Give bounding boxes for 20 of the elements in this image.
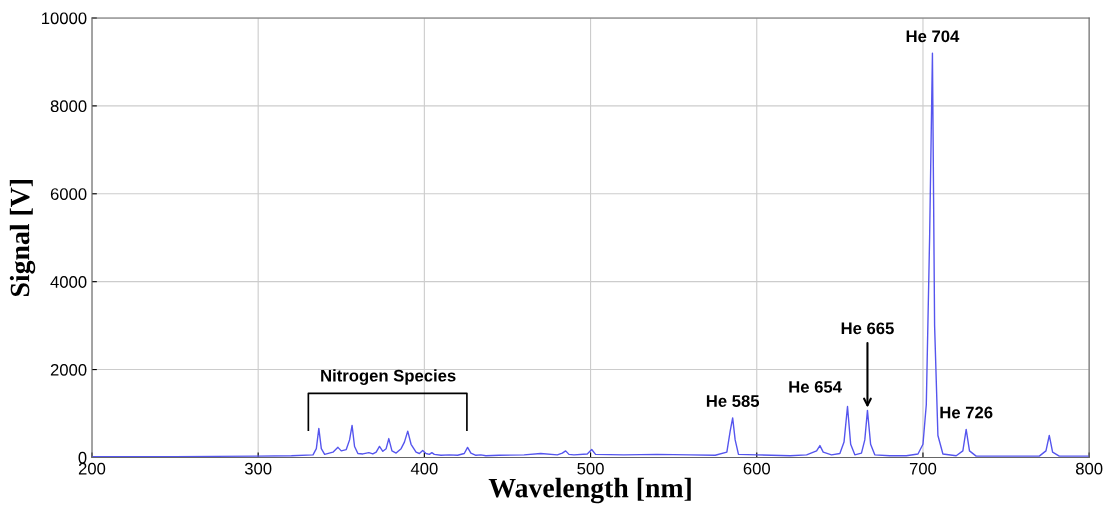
x-tick-label: 400 bbox=[410, 462, 438, 475]
y-tick-label: 6000 bbox=[50, 188, 87, 200]
annotation: He 726 bbox=[940, 406, 993, 419]
annotation: He 665 bbox=[841, 322, 894, 335]
annotation: Nitrogen Species bbox=[321, 369, 456, 385]
x-tick-label: 700 bbox=[909, 462, 937, 475]
annotation: He 704 bbox=[906, 30, 960, 43]
annotation: He 585 bbox=[706, 395, 760, 407]
x-tick-label: 200 bbox=[78, 462, 106, 475]
x-tick-label: 600 bbox=[743, 462, 771, 475]
x-tick-label: 500 bbox=[577, 462, 604, 475]
y-tick-label: 8000 bbox=[50, 100, 87, 113]
annotation: He 654 bbox=[789, 380, 842, 393]
y-tick-label: 10000 bbox=[42, 12, 87, 25]
y-axis-title: Signal [V] bbox=[9, 179, 36, 297]
x-tick-label: 800 bbox=[1075, 462, 1103, 475]
y-tick-label: 4000 bbox=[50, 276, 87, 288]
x-axis-title: Wavelength [nm] bbox=[488, 477, 691, 504]
x-tick-label: 300 bbox=[244, 462, 272, 475]
y-tick-label: 2000 bbox=[50, 363, 87, 376]
